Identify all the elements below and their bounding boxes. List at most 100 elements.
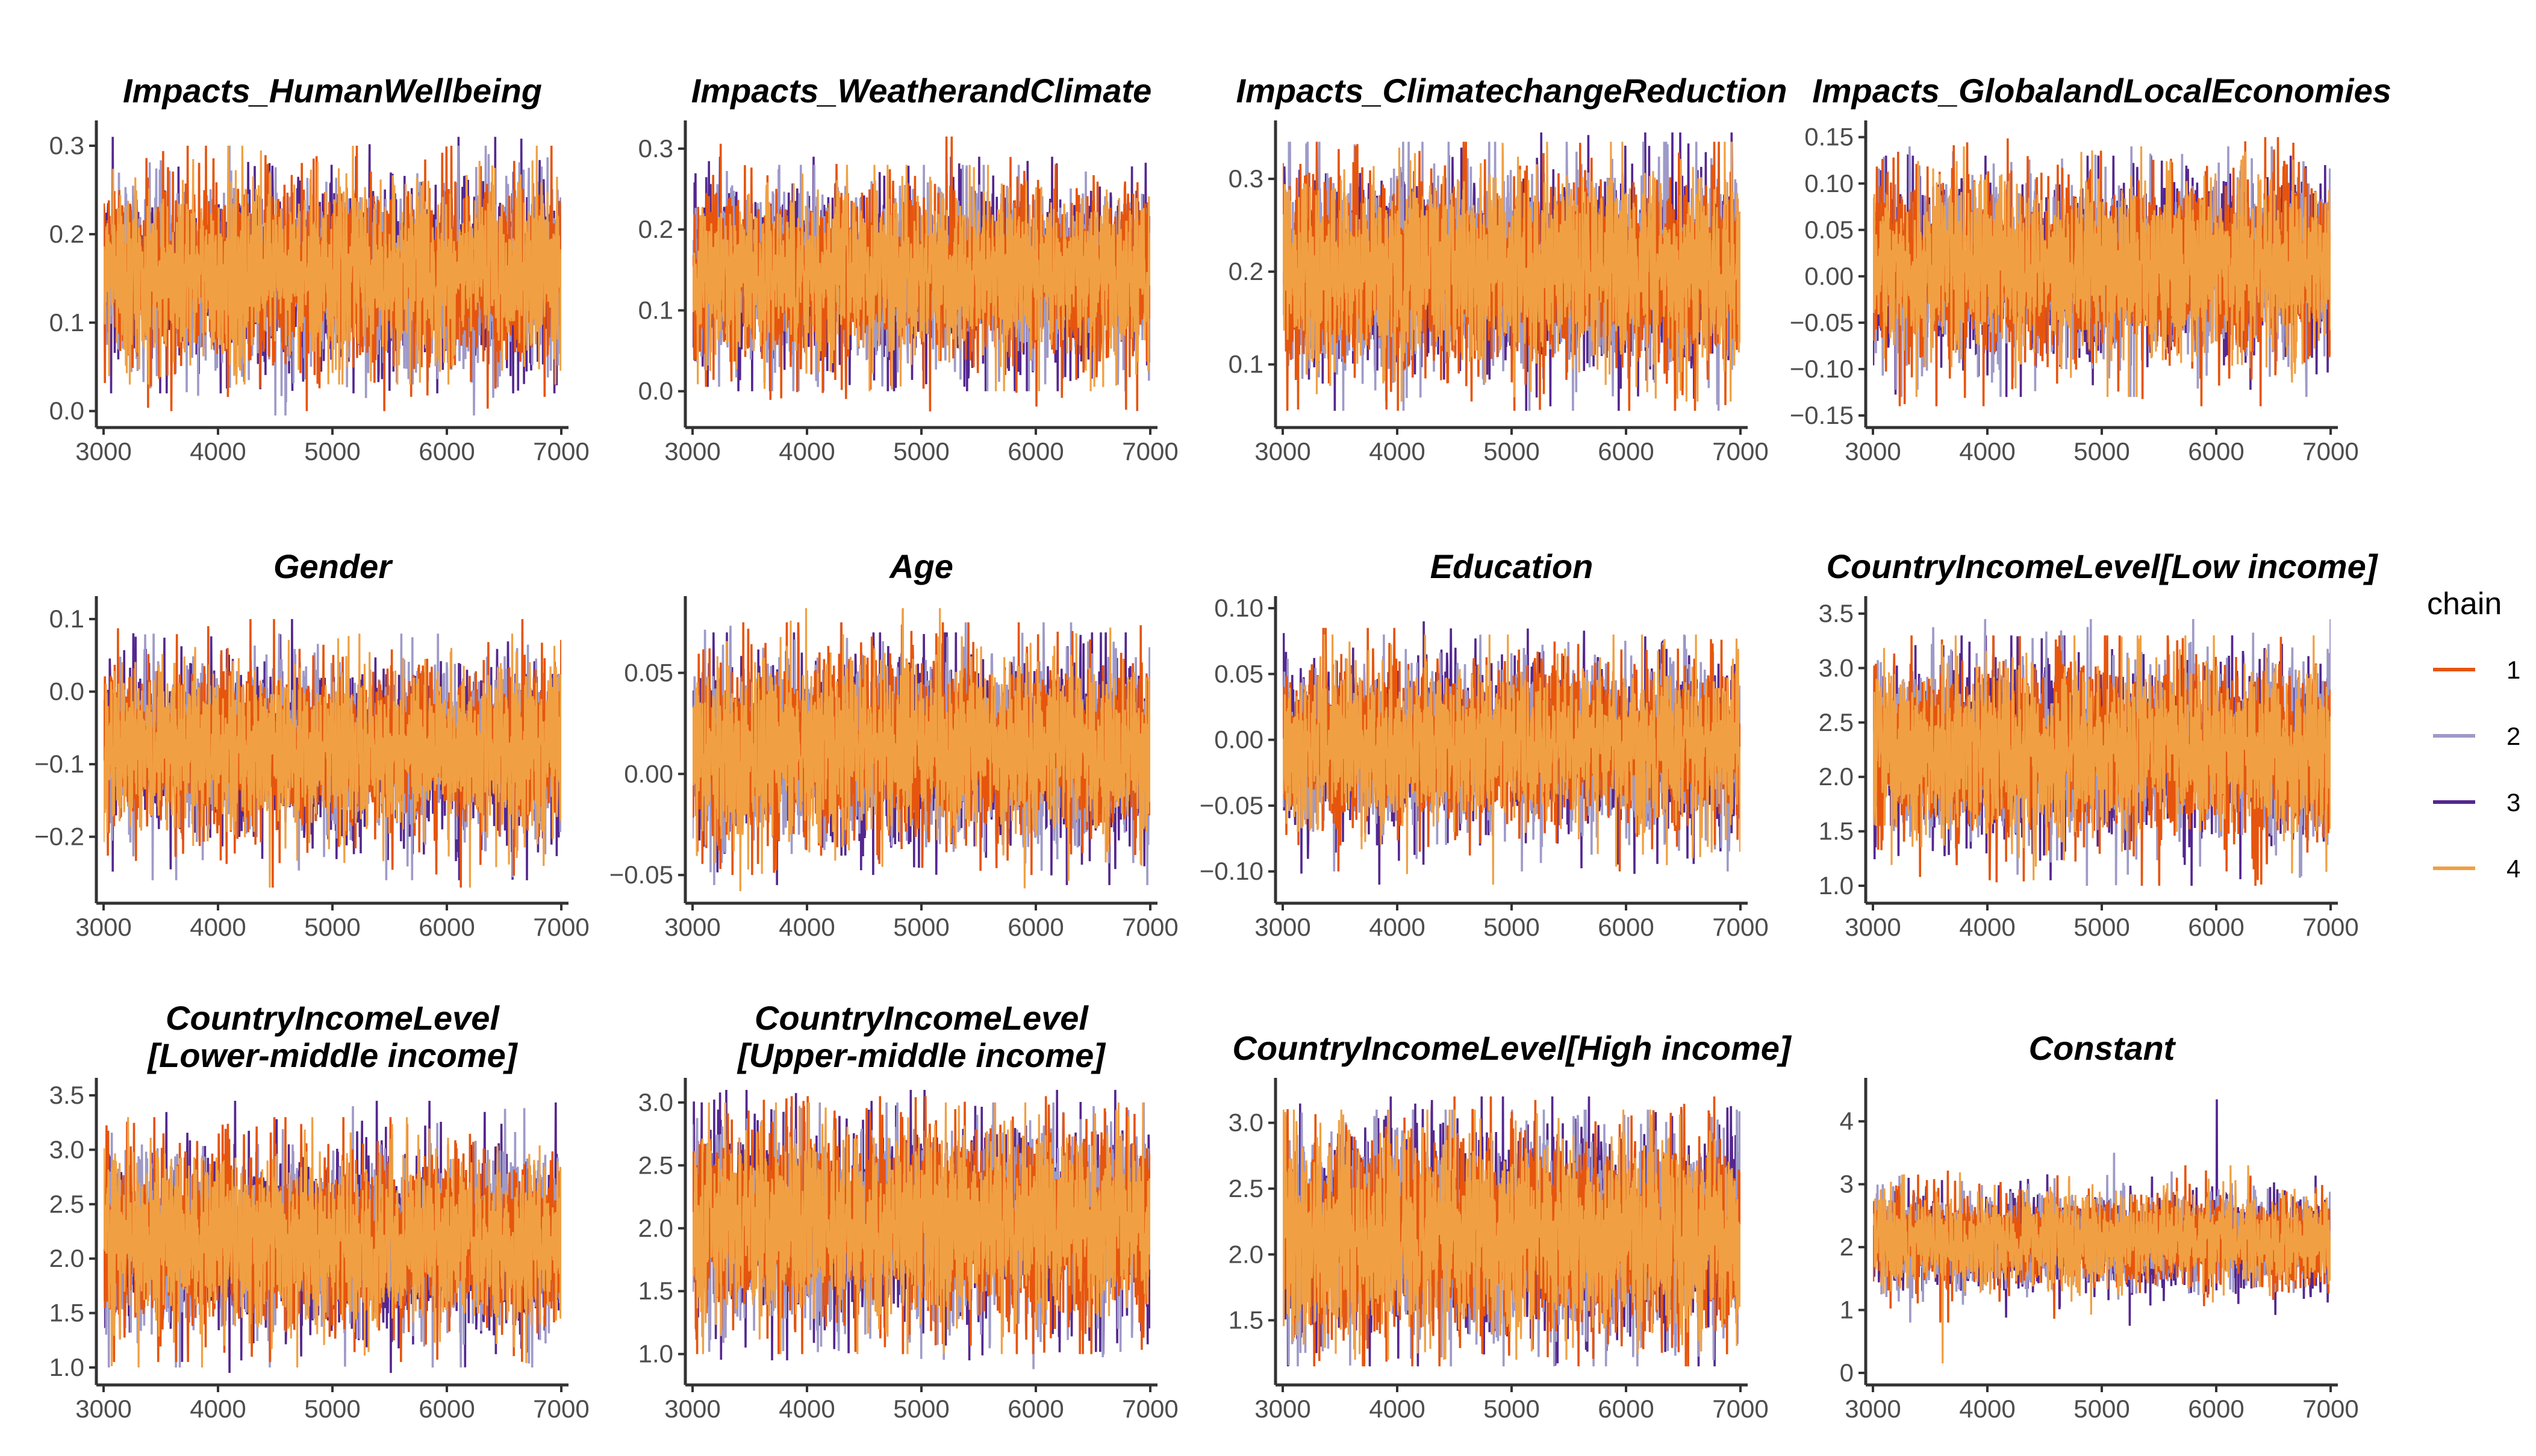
y-tick-label: 0.3 <box>1229 164 1263 193</box>
panel-title: CountryIncomeLevel <box>755 999 1089 1037</box>
chain-4-trace <box>104 1117 561 1368</box>
x-tick-label: 5000 <box>893 437 949 465</box>
trace-panel: Gender −0.2 −0.1 0.0 0.1 3000 4000 5000 6000 7000 <box>34 547 590 941</box>
x-tick-label: 3000 <box>75 437 131 465</box>
x-tick-label: 7000 <box>1122 913 1178 941</box>
y-tick-label: −0.05 <box>1200 791 1263 820</box>
y-tick-label: 2.0 <box>1819 762 1854 791</box>
panel-title: Gender <box>273 547 393 585</box>
trace-panel: Constant 0 1 2 3 4 3000 4000 5000 6000 7000 <box>1840 1029 2359 1423</box>
x-tick-label: 4000 <box>190 913 246 941</box>
panel-title: Impacts_WeatherandClimate <box>691 72 1152 110</box>
y-tick-label: −0.10 <box>1790 355 1854 383</box>
x-tick-label: 5000 <box>2073 1395 2129 1423</box>
y-tick-label: 0.1 <box>638 296 673 324</box>
y-tick-label: 0.0 <box>49 677 84 706</box>
x-tick-label: 6000 <box>1008 913 1064 941</box>
x-tick-label: 6000 <box>1008 1395 1064 1423</box>
panel-title: Education <box>1430 547 1594 585</box>
y-tick-label: 3.0 <box>49 1135 84 1163</box>
y-tick-label: 0 <box>1840 1358 1854 1387</box>
x-tick-label: 4000 <box>779 913 835 941</box>
y-tick-label: 0.1 <box>1229 350 1263 378</box>
x-tick-label: 6000 <box>419 437 475 465</box>
y-tick-label: 0.2 <box>638 215 673 243</box>
x-tick-label: 7000 <box>1122 1395 1178 1423</box>
y-tick-label: 3.5 <box>49 1081 84 1109</box>
x-tick-label: 3000 <box>75 1395 131 1423</box>
y-tick-label: 1.0 <box>638 1340 673 1368</box>
y-tick-label: 0.00 <box>1804 262 1854 290</box>
y-tick-label: 2.5 <box>49 1190 84 1218</box>
trace-panel: CountryIncomeLevel[High income] 1.5 2.0 2.5… <box>1229 1029 1792 1423</box>
x-tick-label: 7000 <box>2302 437 2358 465</box>
x-tick-label: 6000 <box>419 913 475 941</box>
y-tick-label: −0.1 <box>34 750 84 778</box>
y-tick-label: 0.3 <box>638 134 673 163</box>
y-tick-label: 1.0 <box>49 1353 84 1381</box>
y-tick-label: 1.5 <box>49 1299 84 1327</box>
legend: chain 1 2 3 4 <box>2427 586 2520 883</box>
y-tick-label: 0.05 <box>1804 216 1854 244</box>
x-tick-label: 5000 <box>893 1395 949 1423</box>
legend-title: chain <box>2427 586 2502 621</box>
y-tick-label: 1.0 <box>1819 871 1854 900</box>
x-tick-label: 7000 <box>1712 1395 1768 1423</box>
x-tick-label: 3000 <box>1845 1395 1901 1423</box>
x-tick-label: 3000 <box>664 1395 720 1423</box>
panel-title: Age <box>888 547 953 585</box>
x-tick-label: 3000 <box>1254 437 1310 465</box>
y-tick-label: 3.0 <box>638 1088 673 1116</box>
panel-title: CountryIncomeLevel <box>166 999 500 1037</box>
legend-label-chain-2: 2 <box>2506 722 2520 750</box>
chain-4-trace <box>693 608 1150 892</box>
x-tick-label: 4000 <box>779 437 835 465</box>
x-tick-label: 7000 <box>2302 913 2358 941</box>
x-tick-label: 7000 <box>1122 437 1178 465</box>
x-tick-label: 7000 <box>1712 437 1768 465</box>
x-tick-label: 6000 <box>1598 913 1654 941</box>
trace-panel: Impacts_HumanWellbeing 0.0 0.1 0.2 0.3 3000 40… <box>49 72 590 465</box>
x-tick-label: 3000 <box>1845 437 1901 465</box>
y-tick-label: 0.10 <box>1804 169 1854 198</box>
y-tick-label: 3 <box>1840 1170 1854 1198</box>
x-tick-label: 5000 <box>304 1395 360 1423</box>
x-tick-label: 5000 <box>893 913 949 941</box>
y-tick-label: 2.0 <box>638 1214 673 1242</box>
y-tick-label: 0.00 <box>1214 726 1263 754</box>
y-tick-label: 1 <box>1840 1296 1854 1324</box>
y-tick-label: 1.5 <box>1819 817 1854 845</box>
y-tick-label: −0.2 <box>34 823 84 851</box>
panel-title: CountryIncomeLevel[High income] <box>1232 1029 1792 1067</box>
y-tick-label: 0.2 <box>49 220 84 248</box>
x-tick-label: 5000 <box>1483 437 1539 465</box>
panel-title: Impacts_HumanWellbeing <box>123 72 542 110</box>
x-tick-label: 7000 <box>533 437 589 465</box>
y-tick-label: 0.00 <box>624 759 673 788</box>
x-tick-label: 7000 <box>1712 913 1768 941</box>
chain-4-trace <box>104 145 561 385</box>
x-tick-label: 4000 <box>779 1395 835 1423</box>
y-tick-label: 0.1 <box>49 605 84 633</box>
x-tick-label: 7000 <box>2302 1395 2358 1423</box>
x-tick-label: 3000 <box>664 437 720 465</box>
x-tick-label: 3000 <box>1254 913 1310 941</box>
x-tick-label: 4000 <box>1959 1395 2015 1423</box>
y-tick-label: 1.5 <box>638 1277 673 1305</box>
chain-4-trace <box>1283 142 1740 402</box>
y-tick-label: 2.0 <box>1229 1240 1263 1268</box>
trace-panel: Impacts_ClimatechangeReduction 0.1 0.2 0.3 3… <box>1229 72 1787 465</box>
trace-panel: CountryIncomeLevel[Upper-middle income] 1… <box>638 999 1179 1423</box>
panel-title: CountryIncomeLevel[Low income] <box>1827 547 2379 585</box>
x-tick-label: 7000 <box>533 913 589 941</box>
x-tick-label: 4000 <box>190 437 246 465</box>
y-tick-label: 0.1 <box>49 308 84 337</box>
trace-panel: CountryIncomeLevel[Low income] 1.0 1.5 2.0 2… <box>1819 547 2379 941</box>
x-tick-label: 4000 <box>1369 1395 1425 1423</box>
y-tick-label: 1.5 <box>1229 1306 1263 1334</box>
y-tick-label: 2.5 <box>1229 1174 1263 1202</box>
panel-title: Constant <box>2029 1029 2176 1067</box>
x-tick-label: 3000 <box>75 913 131 941</box>
x-tick-label: 6000 <box>1598 1395 1654 1423</box>
